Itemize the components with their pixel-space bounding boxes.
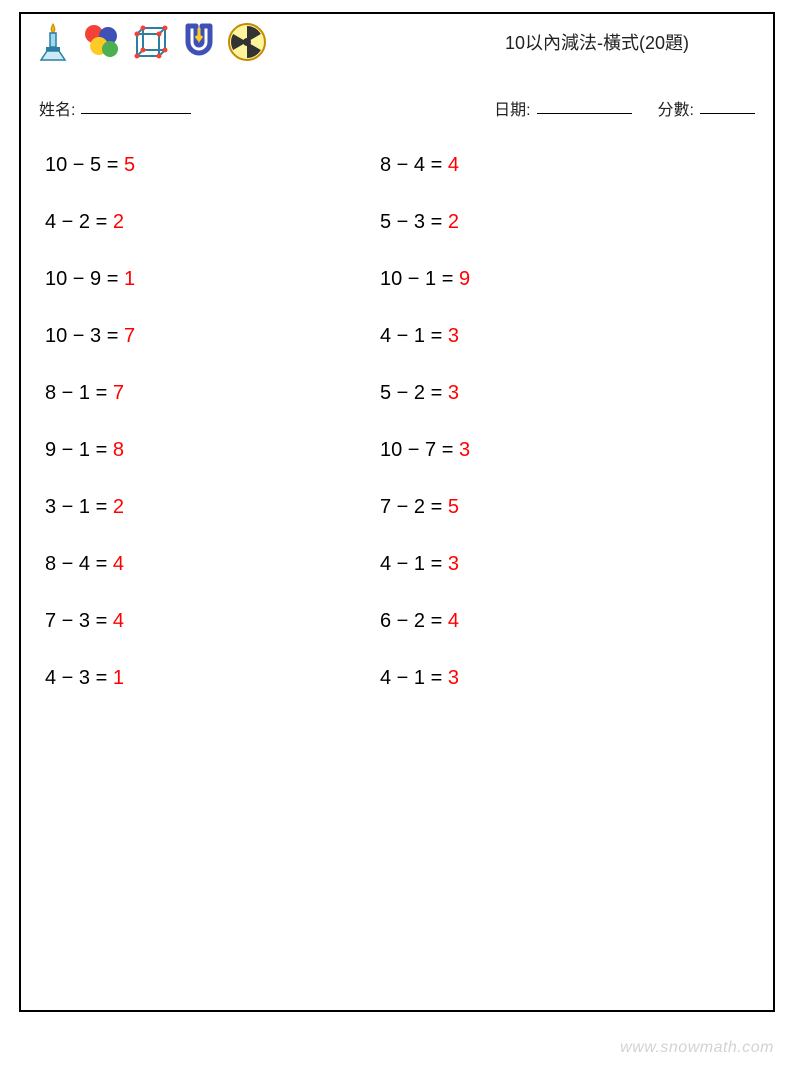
expression: 10 − 5 =: [45, 154, 124, 176]
expression: 4 − 1 =: [380, 325, 448, 347]
problem-row: 10 − 5 = 58 − 4 = 4: [45, 154, 773, 177]
answer: 3: [448, 325, 459, 347]
problem-cell: 8 − 4 = 4: [380, 154, 715, 177]
score-blank[interactable]: [700, 96, 755, 114]
problem-cell: 8 − 1 = 7: [45, 382, 380, 405]
problem-row: 4 − 3 = 14 − 1 = 3: [45, 667, 773, 690]
info-name: 姓名:: [39, 96, 191, 120]
problem-cell: 10 − 3 = 7: [45, 325, 380, 348]
expression: 6 − 2 =: [380, 610, 448, 632]
worksheet-title: 10以內減法-橫式(20題): [505, 29, 759, 55]
problem-cell: 4 − 2 = 2: [45, 211, 380, 234]
problem-cell: 4 − 1 = 3: [380, 553, 715, 576]
problem-cell: 4 − 3 = 1: [45, 667, 380, 690]
score-label: 分數:: [658, 96, 694, 120]
expression: 4 − 3 =: [45, 667, 113, 689]
answer: 2: [113, 496, 124, 518]
problem-cell: 5 − 2 = 3: [380, 382, 715, 405]
problem-cell: 7 − 3 = 4: [45, 610, 380, 633]
problem-cell: 7 − 2 = 5: [380, 496, 715, 519]
problem-cell: 5 − 3 = 2: [380, 211, 715, 234]
answer: 3: [459, 439, 470, 461]
name-blank[interactable]: [81, 96, 191, 114]
expression: 3 − 1 =: [45, 496, 113, 518]
problem-cell: 10 − 9 = 1: [45, 268, 380, 291]
problem-cell: 10 − 5 = 5: [45, 154, 380, 177]
answer: 1: [113, 667, 124, 689]
answer: 2: [448, 211, 459, 233]
problem-row: 9 − 1 = 810 − 7 = 3: [45, 439, 773, 462]
expression: 10 − 1 =: [380, 268, 459, 290]
worksheet-page: 10以內減法-橫式(20題) 姓名: 日期: 分數: 10 − 5 = 58 −…: [19, 12, 775, 1012]
cube-icon: [131, 22, 171, 62]
watermark: www.snowmath.com: [620, 1039, 774, 1057]
expression: 9 − 1 =: [45, 439, 113, 461]
answer: 9: [459, 268, 470, 290]
expression: 10 − 9 =: [45, 268, 124, 290]
problem-cell: 3 − 1 = 2: [45, 496, 380, 519]
problems-grid: 10 − 5 = 58 − 4 = 44 − 2 = 25 − 3 = 210 …: [21, 120, 773, 690]
problem-cell: 6 − 2 = 4: [380, 610, 715, 633]
answer: 7: [113, 382, 124, 404]
problem-cell: 9 − 1 = 8: [45, 439, 380, 462]
name-label: 姓名:: [39, 96, 75, 120]
problem-row: 3 − 1 = 27 − 2 = 5: [45, 496, 773, 519]
problem-row: 10 − 9 = 110 − 1 = 9: [45, 268, 773, 291]
answer: 2: [113, 211, 124, 233]
expression: 4 − 2 =: [45, 211, 113, 233]
problem-cell: 10 − 1 = 9: [380, 268, 715, 291]
expression: 10 − 3 =: [45, 325, 124, 347]
answer: 8: [113, 439, 124, 461]
problem-cell: 4 − 1 = 3: [380, 667, 715, 690]
candle-icon: [35, 22, 71, 62]
problem-row: 7 − 3 = 46 − 2 = 4: [45, 610, 773, 633]
header: 10以內減法-橫式(20題): [21, 14, 773, 68]
radioactive-icon: [227, 22, 267, 62]
problem-row: 8 − 1 = 75 − 2 = 3: [45, 382, 773, 405]
answer: 3: [448, 382, 459, 404]
answer: 4: [113, 553, 124, 575]
date-blank[interactable]: [537, 96, 632, 114]
info-row: 姓名: 日期: 分數:: [21, 68, 773, 120]
answer: 3: [448, 667, 459, 689]
icon-row: [35, 22, 267, 62]
answer: 7: [124, 325, 135, 347]
expression: 8 − 4 =: [380, 154, 448, 176]
problem-row: 4 − 2 = 25 − 3 = 2: [45, 211, 773, 234]
answer: 3: [448, 553, 459, 575]
expression: 10 − 7 =: [380, 439, 459, 461]
answer: 4: [113, 610, 124, 632]
expression: 7 − 2 =: [380, 496, 448, 518]
expression: 7 − 3 =: [45, 610, 113, 632]
answer: 4: [448, 154, 459, 176]
expression: 4 − 1 =: [380, 667, 448, 689]
problem-cell: 8 − 4 = 4: [45, 553, 380, 576]
answer: 4: [448, 610, 459, 632]
answer: 5: [124, 154, 135, 176]
problem-row: 8 − 4 = 44 − 1 = 3: [45, 553, 773, 576]
date-label: 日期:: [494, 96, 530, 120]
problem-cell: 10 − 7 = 3: [380, 439, 715, 462]
balloons-icon: [81, 22, 121, 62]
magnet-icon: [181, 22, 217, 62]
expression: 8 − 4 =: [45, 553, 113, 575]
answer: 1: [124, 268, 135, 290]
answer: 5: [448, 496, 459, 518]
expression: 8 − 1 =: [45, 382, 113, 404]
problem-row: 10 − 3 = 74 − 1 = 3: [45, 325, 773, 348]
problem-cell: 4 − 1 = 3: [380, 325, 715, 348]
expression: 5 − 3 =: [380, 211, 448, 233]
expression: 4 − 1 =: [380, 553, 448, 575]
expression: 5 − 2 =: [380, 382, 448, 404]
